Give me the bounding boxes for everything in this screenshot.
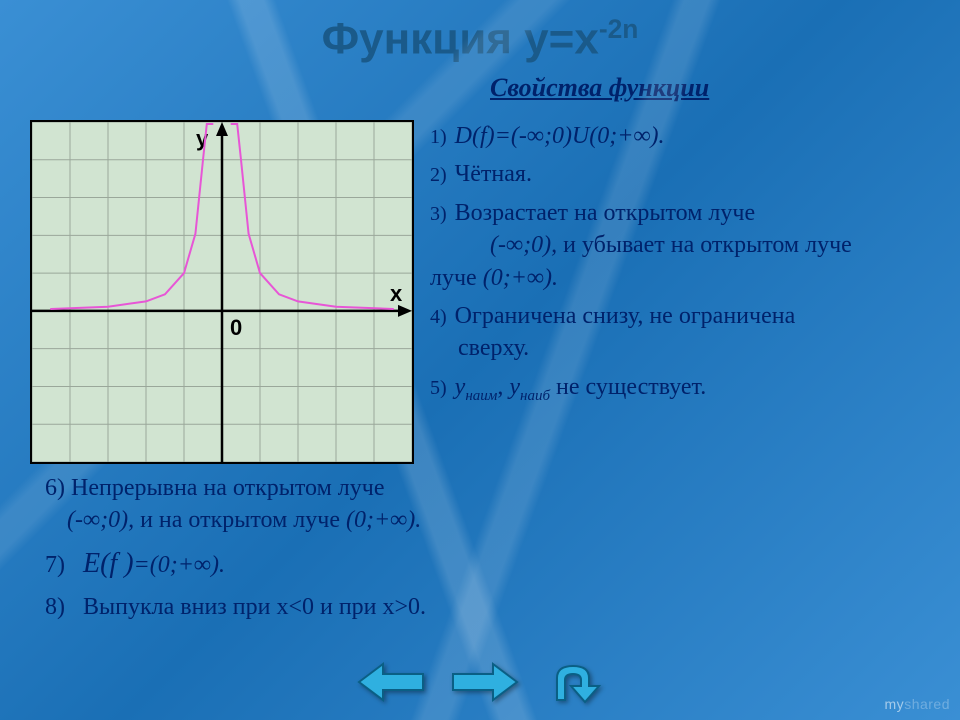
property-8: 8) Выпукла вниз при x<0 и при x>0. [45, 591, 930, 623]
properties-list: 1) D(f)=(-∞;0)U(0;+∞). 2) Чётная. 3) Воз… [430, 120, 930, 412]
property-2: 2) Чётная. [430, 158, 930, 190]
nav-up-icon[interactable] [545, 660, 603, 704]
function-graph: yx0 [30, 120, 414, 464]
chart-svg: yx0 [32, 122, 412, 462]
svg-text:0: 0 [230, 315, 242, 340]
property-7: 7) E(f )=(0;+∞). [45, 545, 930, 583]
properties-list-cont: 6) Непрерывна на открытом луче (-∞;0), и… [45, 472, 930, 631]
nav-buttons [357, 660, 603, 704]
property-6: 6) Непрерывна на открытом луче (-∞;0), и… [45, 472, 930, 537]
page-title: Функция y=x-2n [0, 0, 960, 65]
property-5: 5) yнаим, yнаиб не существует. [430, 371, 930, 406]
watermark: myshared [885, 696, 950, 712]
property-1: 1) D(f)=(-∞;0)U(0;+∞). [430, 120, 930, 152]
svg-text:x: x [390, 281, 403, 306]
nav-prev-icon[interactable] [357, 660, 425, 704]
property-3: 3) Возрастает на открытом луче (-∞;0), и… [430, 197, 930, 294]
nav-next-icon[interactable] [451, 660, 519, 704]
property-4: 4) Ограничена снизу, не ограничена сверх… [430, 300, 930, 365]
section-heading: Свойства функции [490, 73, 960, 103]
